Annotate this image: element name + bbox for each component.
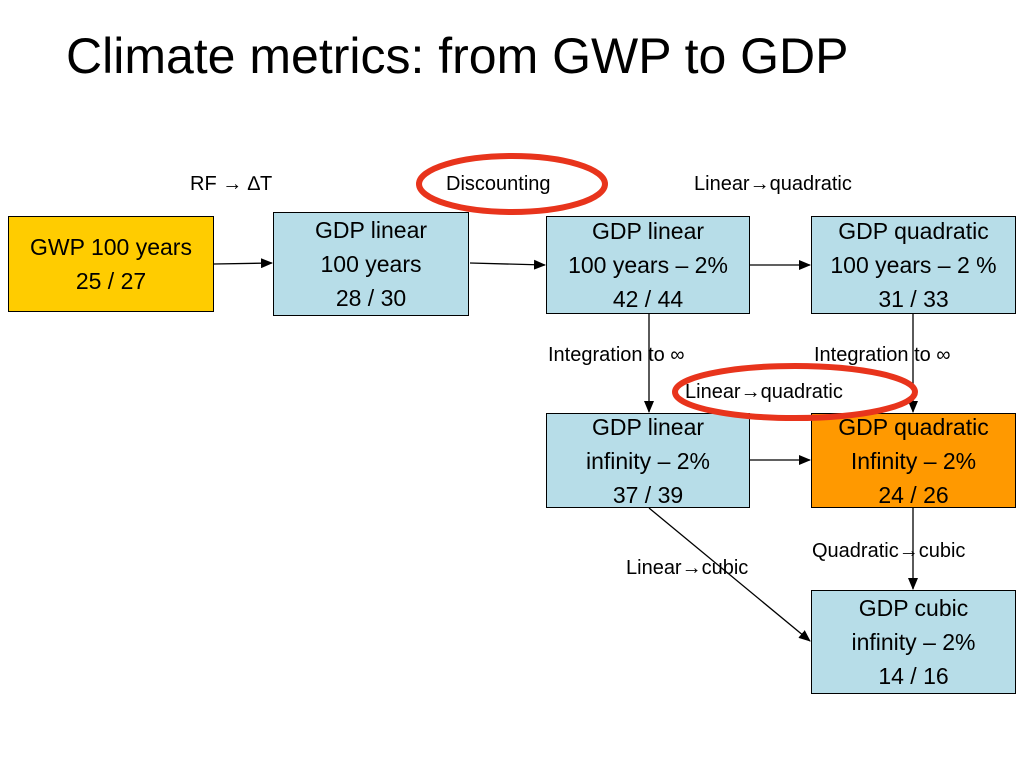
label-integration-left: Integration to ∞	[548, 344, 685, 366]
label-discounting: Discounting	[446, 173, 551, 195]
arrow-linear100-to-linear100-2	[469, 259, 546, 270]
box-gdp-quadratic-100-years-2pct: GDP quadratic 100 years – 2 % 31 / 33	[811, 216, 1016, 314]
box-gdp-quadratic-infinity-2pct: GDP quadratic Infinity – 2% 24 / 26	[811, 413, 1016, 508]
arrow-linear-inf-to-cubic-inf	[648, 507, 811, 642]
label-quadratic-cubic: Quadratic→cubic	[812, 540, 966, 562]
box-line: 100 years	[320, 251, 422, 277]
label-linear-quadratic-top: Linear→quadratic	[694, 173, 852, 195]
box-value: 24 / 26	[878, 481, 949, 508]
box-line: 100 years – 2%	[568, 252, 728, 278]
box-value: 14 / 16	[878, 663, 949, 689]
label-integration-right: Integration to ∞	[814, 344, 951, 366]
box-value: 37 / 39	[612, 481, 684, 508]
box-line: GDP linear	[314, 217, 428, 243]
box-line: GDP quadratic	[838, 413, 989, 440]
box-gdp-linear-100-years: GDP linear 100 years 28 / 30	[273, 212, 469, 316]
box-value: 25 / 27	[75, 268, 147, 294]
box-gdp-cubic-infinity-2pct: GDP cubic infinity – 2% 14 / 16	[811, 590, 1016, 694]
label-linear-cubic: Linear→cubic	[626, 557, 749, 579]
box-value: 28 / 30	[335, 285, 407, 311]
box-line: GDP cubic	[858, 595, 969, 621]
box-line: Infinity – 2%	[850, 447, 977, 474]
box-line: GWP 100 years	[30, 234, 192, 260]
box-value: 42 / 44	[612, 286, 684, 312]
box-gwp-100-years: GWP 100 years 25 / 27	[8, 216, 214, 312]
box-line: infinity – 2%	[585, 447, 710, 474]
box-line: GDP quadratic	[838, 218, 989, 244]
box-line: GDP linear	[591, 218, 705, 244]
box-gdp-linear-infinity-2pct: GDP linear infinity – 2% 37 / 39	[546, 413, 750, 508]
arrow-gwp-to-gdp-linear	[213, 258, 273, 269]
box-line: infinity – 2%	[851, 629, 976, 655]
box-line: GDP linear	[591, 413, 705, 440]
label-linear-quadratic-mid: Linear→quadratic	[685, 381, 843, 403]
box-line: 100 years – 2 %	[830, 252, 997, 278]
box-value: 31 / 33	[878, 286, 949, 312]
box-gdp-linear-100-years-2pct: GDP linear 100 years – 2% 42 / 44	[546, 216, 750, 314]
label-rf-to-delta-t: RF → ∆T	[190, 173, 273, 195]
slide-title: Climate metrics: from GWP to GDP	[66, 28, 849, 84]
